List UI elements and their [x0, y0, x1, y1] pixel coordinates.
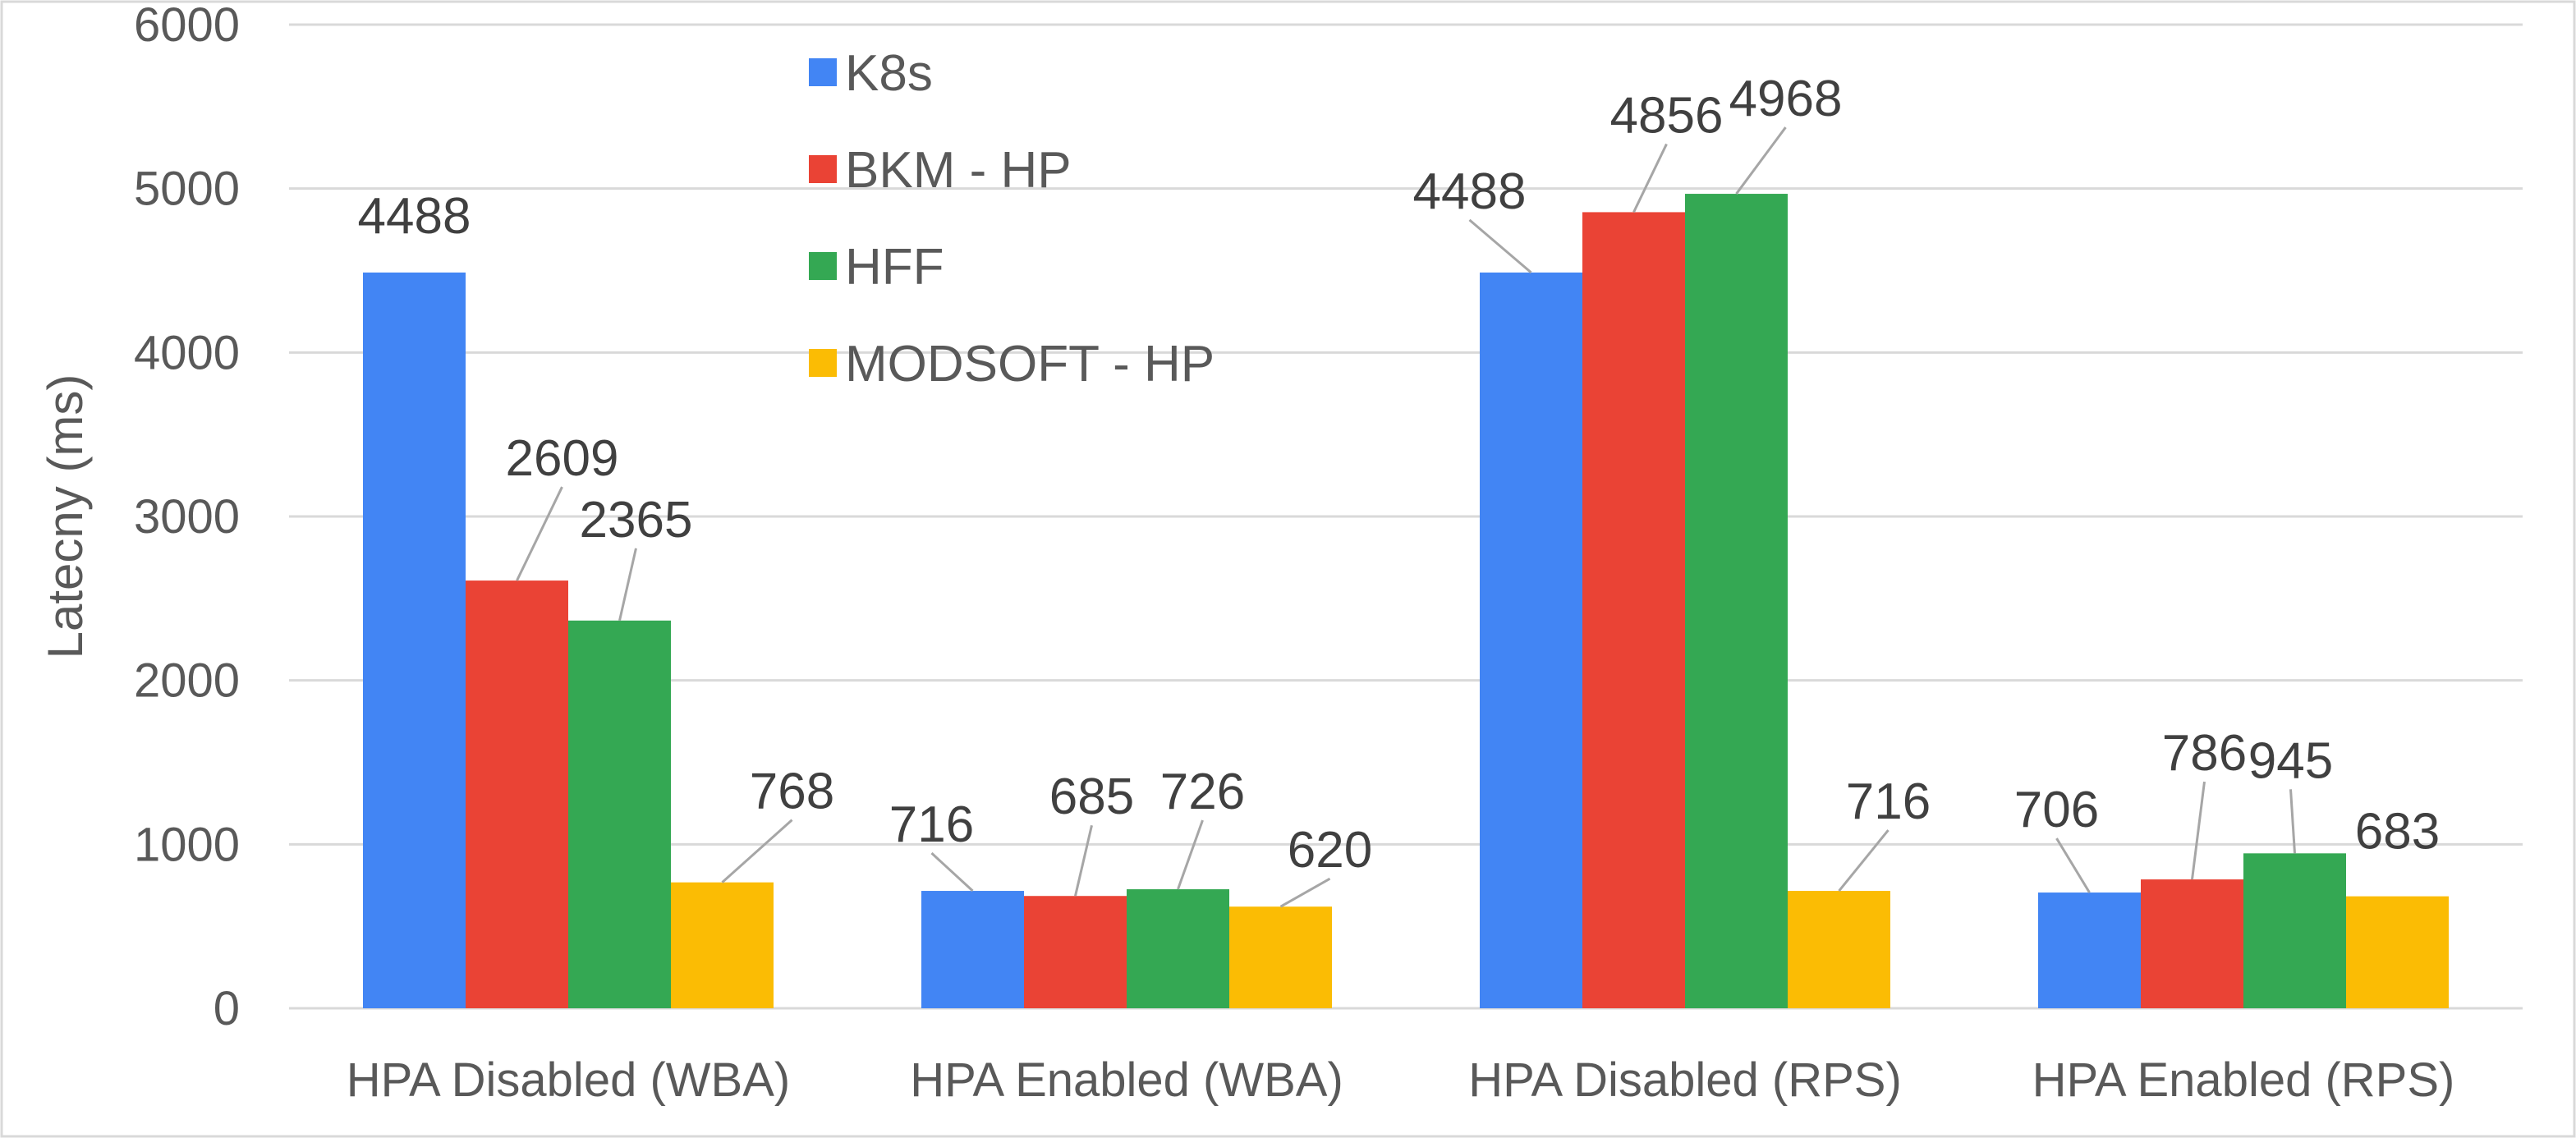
- data-label-leader: [2289, 789, 2296, 854]
- legend-swatch: [809, 155, 837, 183]
- leaders-layer: [516, 126, 2296, 908]
- data-label: 4968: [1729, 71, 1843, 127]
- data-label-leader: [516, 486, 563, 581]
- data-label: 716: [889, 796, 974, 853]
- y-tick-label: 4000: [134, 326, 240, 379]
- bar-modsoft-hp: [1788, 891, 1890, 1008]
- data-label-leader: [930, 851, 974, 893]
- x-category-label: HPA Enabled (RPS): [2032, 1053, 2455, 1107]
- bar-bkm-hp: [1024, 896, 1127, 1008]
- y-tick-label: 1000: [134, 818, 240, 871]
- data-label: 2365: [580, 492, 693, 548]
- data-label: 620: [1288, 822, 1372, 879]
- data-label: 683: [2355, 804, 2440, 860]
- legend-label: BKM - HP: [845, 142, 1072, 199]
- bar-bkm-hp: [466, 580, 568, 1008]
- legend-layer: K8s BKM - HP HFF MODSOFT - HP: [809, 45, 1215, 392]
- legend-label: MODSOFT - HP: [845, 336, 1215, 392]
- data-label-leader: [721, 819, 793, 883]
- data-label: 726: [1160, 764, 1245, 820]
- data-label-leader: [2055, 837, 2091, 893]
- legend-swatch: [809, 349, 837, 377]
- bar-k8s: [1480, 272, 1582, 1008]
- bar-modsoft-hp: [671, 882, 774, 1008]
- data-label-leader: [1632, 143, 1668, 213]
- bar-k8s: [2038, 893, 2141, 1008]
- bar-hff: [1127, 889, 1229, 1008]
- legend-label: HFF: [845, 239, 944, 296]
- data-label: 945: [2248, 732, 2333, 789]
- data-label-leader: [1074, 824, 1093, 897]
- data-label-leader: [1838, 829, 1890, 892]
- bar-modsoft-hp: [2346, 896, 2449, 1008]
- bar-bkm-hp: [1582, 212, 1685, 1008]
- legend-swatch: [809, 252, 837, 280]
- bar-k8s: [921, 891, 1024, 1008]
- data-label: 4488: [358, 188, 471, 245]
- data-label: 716: [1846, 773, 1931, 830]
- data-label-leader: [618, 548, 637, 622]
- y-tick-label: 6000: [134, 0, 240, 52]
- axis-layer: 0 1000 2000 3000 4000 5000 6000 Latecny (ms) HPA…: [38, 0, 2454, 1107]
- legend-label: K8s: [845, 45, 933, 102]
- data-label: 685: [1049, 769, 1134, 825]
- data-label: 4856: [1610, 87, 1724, 144]
- x-category-label: HPA Disabled (RPS): [1468, 1053, 1902, 1107]
- data-label-leader: [1468, 218, 1532, 274]
- data-label: 706: [2014, 782, 2099, 838]
- bars-layer: [363, 194, 2449, 1008]
- y-tick-label: 0: [214, 982, 240, 1035]
- bar-hff: [1685, 194, 1788, 1008]
- data-label: 2609: [506, 430, 619, 487]
- y-tick-label: 3000: [134, 490, 240, 544]
- data-label: 768: [750, 764, 834, 820]
- bar-hff: [2243, 853, 2346, 1008]
- y-tick-label: 5000: [134, 163, 240, 216]
- bar-hff: [568, 620, 671, 1008]
- x-category-label: HPA Enabled (WBA): [910, 1053, 1343, 1107]
- bar-k8s: [363, 272, 466, 1008]
- data-label-leader: [1177, 819, 1204, 890]
- x-category-label: HPA Disabled (WBA): [347, 1053, 790, 1107]
- data-label-leader: [1279, 877, 1331, 908]
- labels-layer: 4488 716 4488 706 2609 685 4856 786 2365 726 4968 9…: [358, 71, 2441, 879]
- data-label: 4488: [1413, 163, 1527, 220]
- y-axis-title: Latecny (ms): [38, 374, 93, 659]
- data-label: 786: [2162, 725, 2247, 782]
- bar-modsoft-hp: [1229, 906, 1332, 1008]
- data-label-leader: [2191, 781, 2206, 880]
- legend-swatch: [809, 58, 837, 86]
- y-tick-label: 2000: [134, 654, 240, 708]
- data-label-leader: [1735, 126, 1787, 195]
- bar-bkm-hp: [2141, 879, 2243, 1008]
